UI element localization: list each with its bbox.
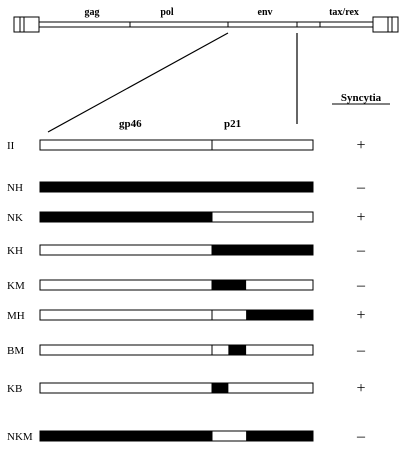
construct-row-kb: KB + [7,380,366,397]
construct-row-mh: MH + [7,307,366,324]
left-ltr [13,16,40,33]
construct-bar-outline [39,181,314,193]
construct-name: BM [7,345,24,357]
gene-label-gag: gag [85,7,100,18]
construct-bar-outline [39,344,314,356]
right-ltr [372,16,399,33]
syncytia-result: + [356,380,365,397]
env-segment-filled [211,383,229,393]
construct-row-nkm: NKM – [7,428,366,445]
syncytia-header: Syncytia [341,92,382,104]
construct-bar-outline [39,279,314,291]
construct-row-kh: KH – [7,242,366,259]
env-segment-filled [40,182,313,192]
gene-label-env: env [258,7,273,18]
syncytia-result: + [356,209,365,226]
construct-rows: II + NH – NK + KH – KM – MH + BM – KB + NKM – [7,137,366,445]
construct-name: KM [7,280,25,292]
construct-bar-outline [39,139,314,151]
construct-bar-outline [39,430,314,442]
syncytia-result: – [356,428,366,445]
env-segment-filled [246,310,313,320]
construct-name: NKM [7,431,33,443]
construct-bar [39,382,314,394]
gene-label-tax-rex: tax/rex [329,7,359,18]
gp46-label: gp46 [119,118,142,130]
construct-name: NH [7,182,23,194]
construct-bar [39,279,314,291]
construct-bar-outline [39,382,314,394]
gene-label-pol: pol [160,7,174,18]
env-segment-filled [228,345,247,355]
env-segment-filled [40,212,212,222]
syncytia-result: – [356,342,366,359]
p21-label: p21 [224,118,241,130]
construct-row-km: KM – [7,277,366,294]
construct-row-ii: II + [7,137,366,154]
expansion-line-left [47,32,229,133]
construct-bar-outline [39,211,314,223]
env-segment-filled [246,431,313,441]
construct-name: KH [7,245,23,257]
env-segment-filled [40,431,212,441]
construct-bar-outline [39,244,314,256]
syncytia-result: + [356,137,365,154]
construct-name: II [7,140,15,152]
syncytia-result: – [356,179,366,196]
syncytia-result: + [356,307,365,324]
construct-row-nh: NH – [7,179,366,196]
env-segment-filled [211,280,247,290]
construct-bar-outline [39,309,314,321]
syncytia-result: – [356,242,366,259]
provirus-genome-map: gag pol env tax/rex [13,7,399,33]
genome-body [38,21,374,28]
construct-bar [39,139,314,151]
construct-row-nk: NK + [7,209,366,226]
construct-row-bm: BM – [7,342,366,359]
construct-name: MH [7,310,25,322]
construct-bar [39,344,314,356]
construct-name: NK [7,212,23,224]
syncytia-result: – [356,277,366,294]
construct-name: KB [7,383,22,395]
env-segment-filled [211,245,313,255]
